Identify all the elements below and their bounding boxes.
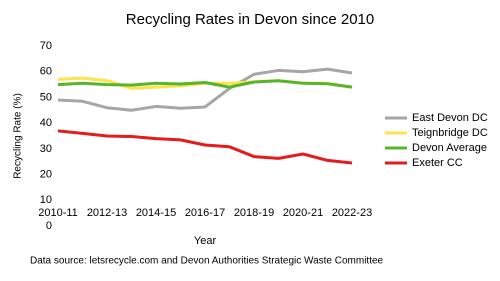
x-axis-label: Year — [194, 235, 217, 247]
y-tick-label: 30 — [40, 143, 52, 155]
x-tick-label: 2012-13 — [87, 207, 127, 219]
legend-label: Exeter CC — [412, 157, 463, 169]
legend-label: Teignbridge DC — [412, 127, 488, 139]
legend-label: East Devon DC — [412, 112, 488, 124]
y-axis-label: Recycling Rate (%) — [13, 93, 24, 179]
series-line — [57, 129, 353, 165]
y-tick-label: 40 — [40, 117, 52, 129]
y-tick-label: 20 — [40, 168, 52, 180]
y-tick-label: 50 — [40, 91, 52, 103]
series-line — [57, 67, 353, 112]
y-tick-label: 70 — [40, 40, 52, 52]
x-tick-label: 2016-17 — [185, 207, 225, 219]
source-note: Data source: letsrecycle.com and Devon A… — [30, 256, 384, 267]
x-tick-label: 2014-15 — [136, 207, 176, 219]
y-tick-label: 10 — [40, 194, 52, 206]
y-tick-label: 0 — [46, 220, 52, 232]
x-tick-label: 2018-19 — [234, 207, 274, 219]
x-tick-label: 2020-21 — [283, 207, 323, 219]
legend-label: Devon Average — [412, 142, 487, 154]
x-tick-label: 2022-23 — [332, 207, 372, 219]
x-tick-label: 2010-11 — [38, 207, 78, 219]
series-line — [57, 79, 353, 89]
chart-title: Recycling Rates in Devon since 2010 — [126, 11, 374, 28]
y-tick-label: 60 — [40, 66, 52, 78]
